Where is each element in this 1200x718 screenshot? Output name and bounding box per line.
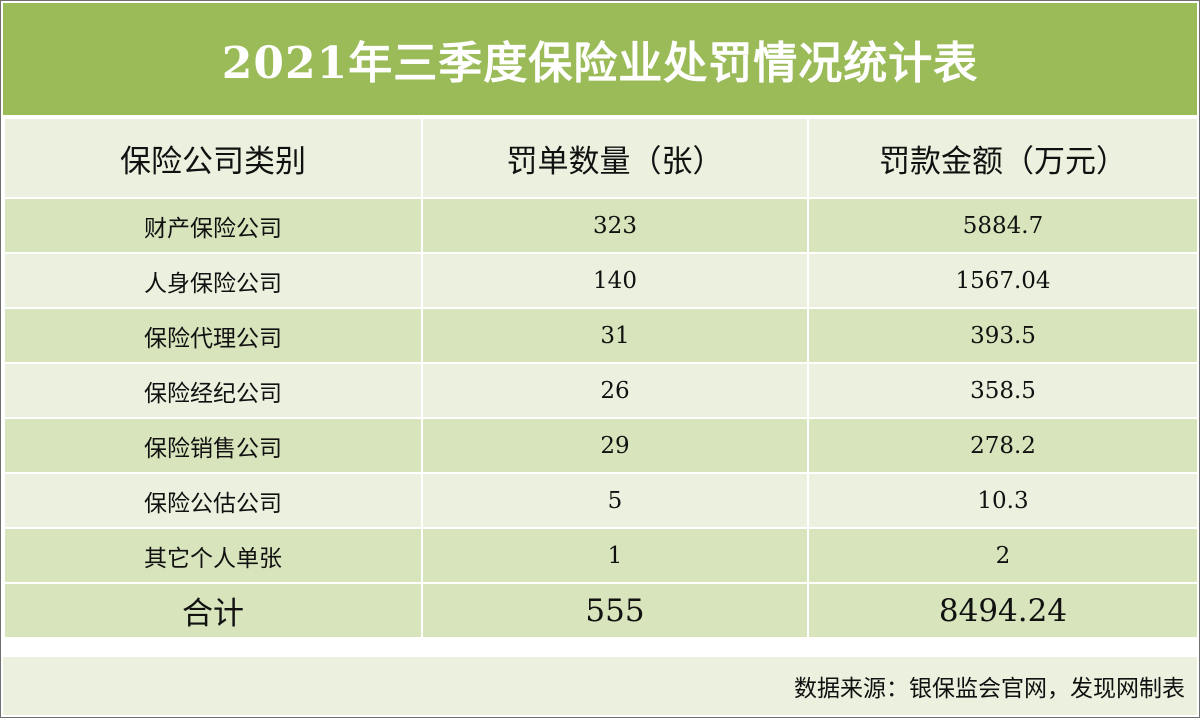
row-count: 1	[421, 527, 809, 584]
row-category: 财产保险公司	[3, 197, 423, 254]
table-row: 其它个人单张 1 2	[3, 527, 1199, 584]
row-amount: 5884.7	[807, 197, 1199, 254]
table-row: 保险销售公司 29 278.2	[3, 417, 1199, 474]
row-count: 5	[421, 472, 809, 529]
table-row: 保险公估公司 5 10.3	[3, 472, 1199, 529]
penalty-table: 保险公司类别 罚单数量（张） 罚款金额（万元） 财产保险公司 323 5884.…	[3, 117, 1199, 639]
row-count: 31	[421, 307, 809, 364]
row-count: 323	[421, 197, 809, 254]
row-count: 29	[421, 417, 809, 474]
total-label: 合计	[3, 582, 423, 639]
row-category: 其它个人单张	[3, 527, 423, 584]
table-row: 保险代理公司 31 393.5	[3, 307, 1199, 364]
row-category: 人身保险公司	[3, 252, 423, 309]
row-count: 26	[421, 362, 809, 419]
row-category: 保险销售公司	[3, 417, 423, 474]
total-amount: 8494.24	[807, 582, 1199, 639]
row-amount: 1567.04	[807, 252, 1199, 309]
source-note: 数据来源：银保监会官网，发现网制表	[3, 657, 1197, 715]
row-count: 140	[421, 252, 809, 309]
header-category: 保险公司类别	[3, 117, 423, 199]
header-amount: 罚款金额（万元）	[807, 117, 1199, 199]
total-row: 合计 555 8494.24	[3, 582, 1199, 639]
table-row: 保险经纪公司 26 358.5	[3, 362, 1199, 419]
row-amount: 358.5	[807, 362, 1199, 419]
row-amount: 393.5	[807, 307, 1199, 364]
header-count: 罚单数量（张）	[421, 117, 809, 199]
row-amount: 278.2	[807, 417, 1199, 474]
table-row: 财产保险公司 323 5884.7	[3, 197, 1199, 254]
row-category: 保险代理公司	[3, 307, 423, 364]
row-category: 保险经纪公司	[3, 362, 423, 419]
total-count: 555	[421, 582, 809, 639]
row-amount: 2	[807, 527, 1199, 584]
table-title: 2021年三季度保险业处罚情况统计表	[3, 3, 1197, 115]
row-category: 保险公估公司	[3, 472, 423, 529]
row-amount: 10.3	[807, 472, 1199, 529]
table-row: 人身保险公司 140 1567.04	[3, 252, 1199, 309]
header-row: 保险公司类别 罚单数量（张） 罚款金额（万元）	[3, 117, 1199, 199]
